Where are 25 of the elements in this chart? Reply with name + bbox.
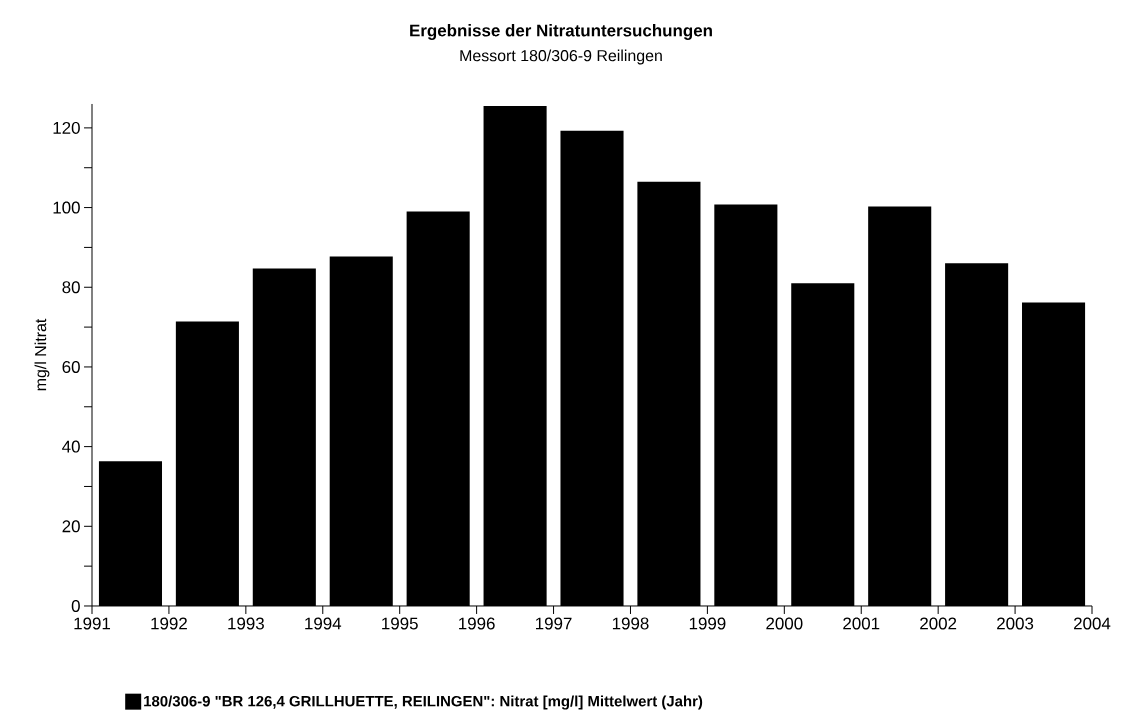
x-tick-label: 2000 [766,617,803,630]
y-tick-label: 80 [62,281,80,294]
x-tick-label: 2003 [997,617,1034,630]
y-axis-title: mg/l Nitrat [34,318,50,391]
y-tick-label: 20 [62,520,80,533]
x-tick-label: 1997 [536,617,572,630]
x-tick-label: 1994 [305,617,342,630]
chart-title: Ergebnisse der Nitratuntersuchungen [410,24,712,40]
x-tick-label: 1995 [382,617,418,630]
y-tick-label: 120 [53,121,80,134]
x-tick-label: 1996 [459,617,495,630]
x-tick-label: 1998 [612,617,649,630]
y-tick-label: 100 [53,201,80,214]
y-tick-label: 0 [71,599,80,612]
x-tick-label: 2004 [1074,617,1111,630]
y-tick-label: 40 [62,440,80,453]
x-tick-label: 1991 [74,617,111,630]
legend-label: 180/306-9 "BR 126,4 GRILLHUETTE, REILINGEN": Nitrat [mg/l] Mittelwert (Jahr) [144,695,703,710]
x-tick-label: 2001 [843,617,880,630]
x-tick-label: 2002 [920,617,957,630]
x-tick-label: 1992 [151,617,187,630]
x-tick-label: 1999 [689,617,726,630]
x-tick-label: 1993 [228,617,264,630]
chart-subtitle: Messort 180/306-9 Reilingen [460,49,662,65]
y-tick-label: 60 [62,360,80,373]
